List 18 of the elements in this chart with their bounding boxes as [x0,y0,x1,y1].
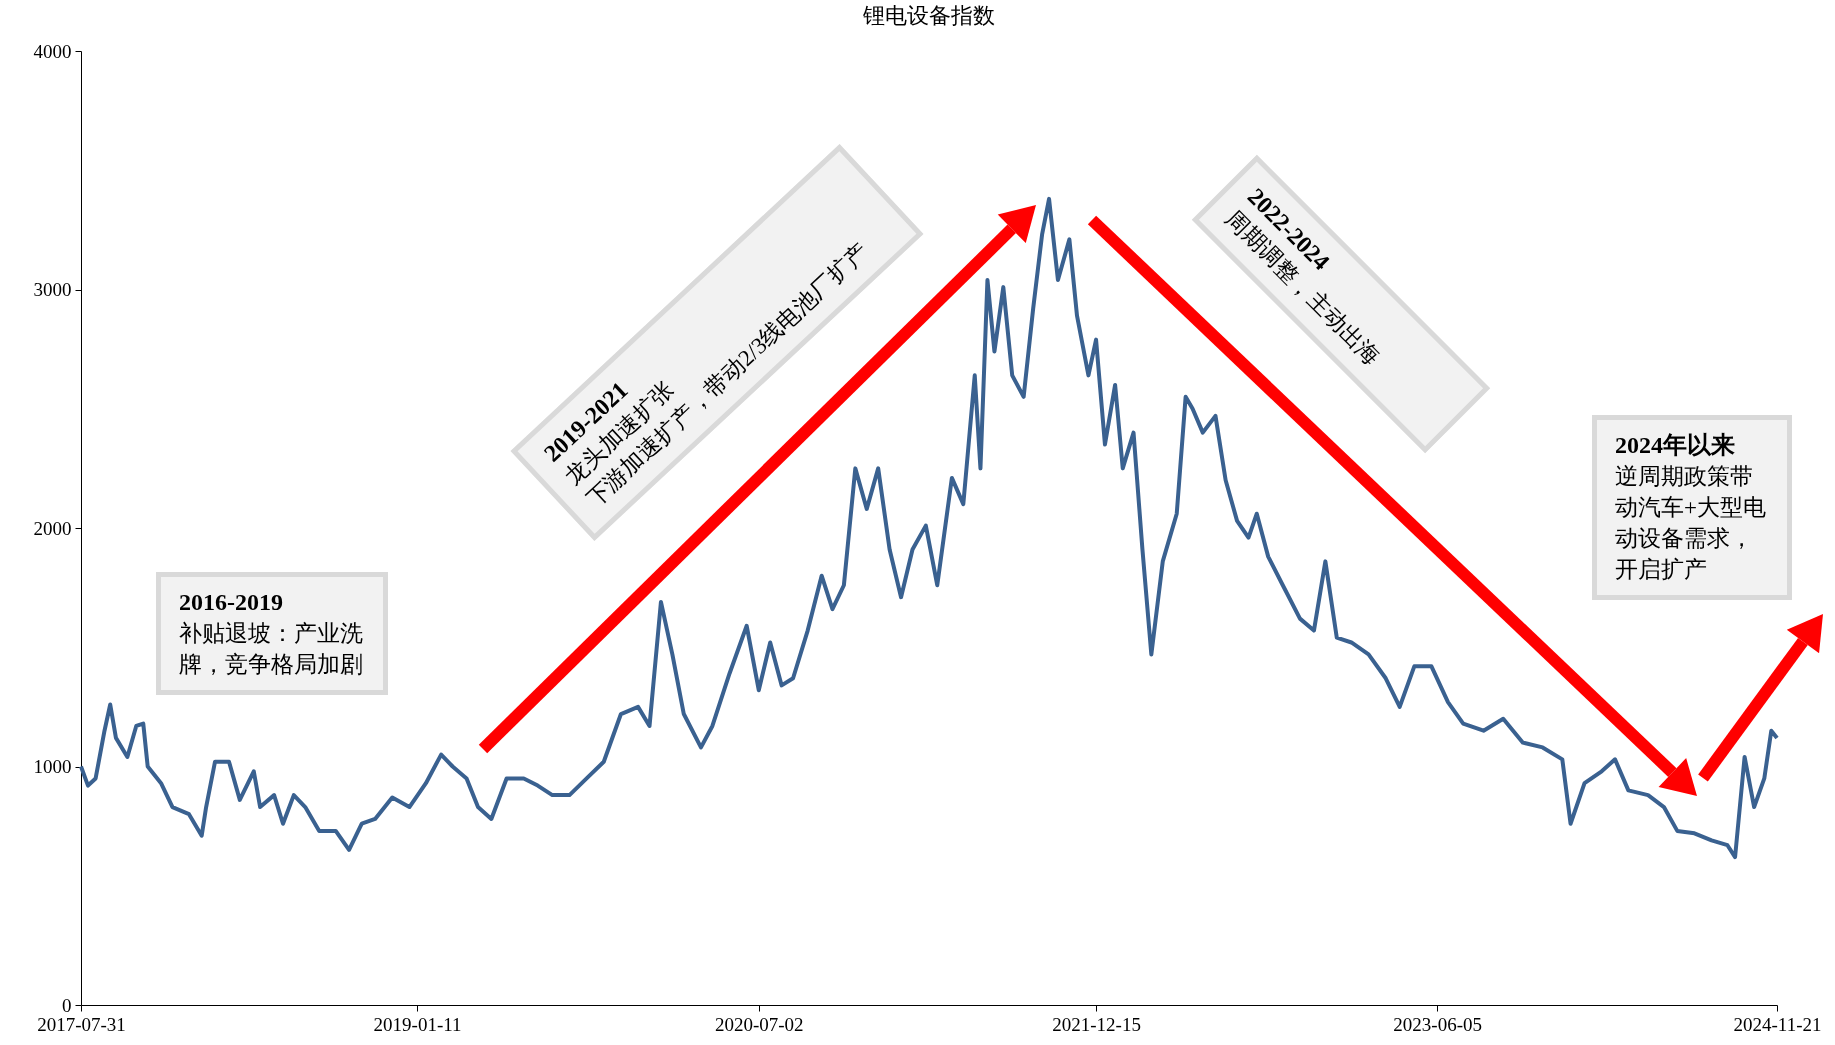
x-tick-label: 2017-07-31 [37,1013,126,1035]
x-tick-label: 2021-12-15 [1052,1013,1141,1035]
x-tick-label: 2023-06-05 [1393,1013,1482,1035]
y-tick-label: 2000 [33,517,72,539]
y-tick-label: 0 [62,994,72,1016]
text-box: 2024年以来 逆周期政策带动汽车+大型电动设备需求，开启扩产 [1592,415,1792,600]
text-box: 2016-2019 补贴退坡：产业洗牌，竞争格局加剧 [156,572,388,695]
y-tick-label: 1000 [33,756,72,777]
annotation: 补贴退坡：产业洗牌，竞争格局加剧 [179,620,364,679]
chart-title: 锂电设备指数 [862,3,995,28]
annotation: 2024年以来 [1615,431,1736,460]
y-tick-label: 3000 [33,279,72,300]
annotation: 2016-2019 [179,588,284,617]
x-tick-label: 2019-01-11 [373,1013,462,1035]
x-tick-label: 2020-07-02 [714,1013,804,1035]
annotation: 逆周期政策带动汽车+大型电动设备需求，开启扩产 [1615,463,1767,584]
y-tick-label: 4000 [33,40,72,62]
x-tick-label: 2024-11-21 [1733,1013,1822,1035]
